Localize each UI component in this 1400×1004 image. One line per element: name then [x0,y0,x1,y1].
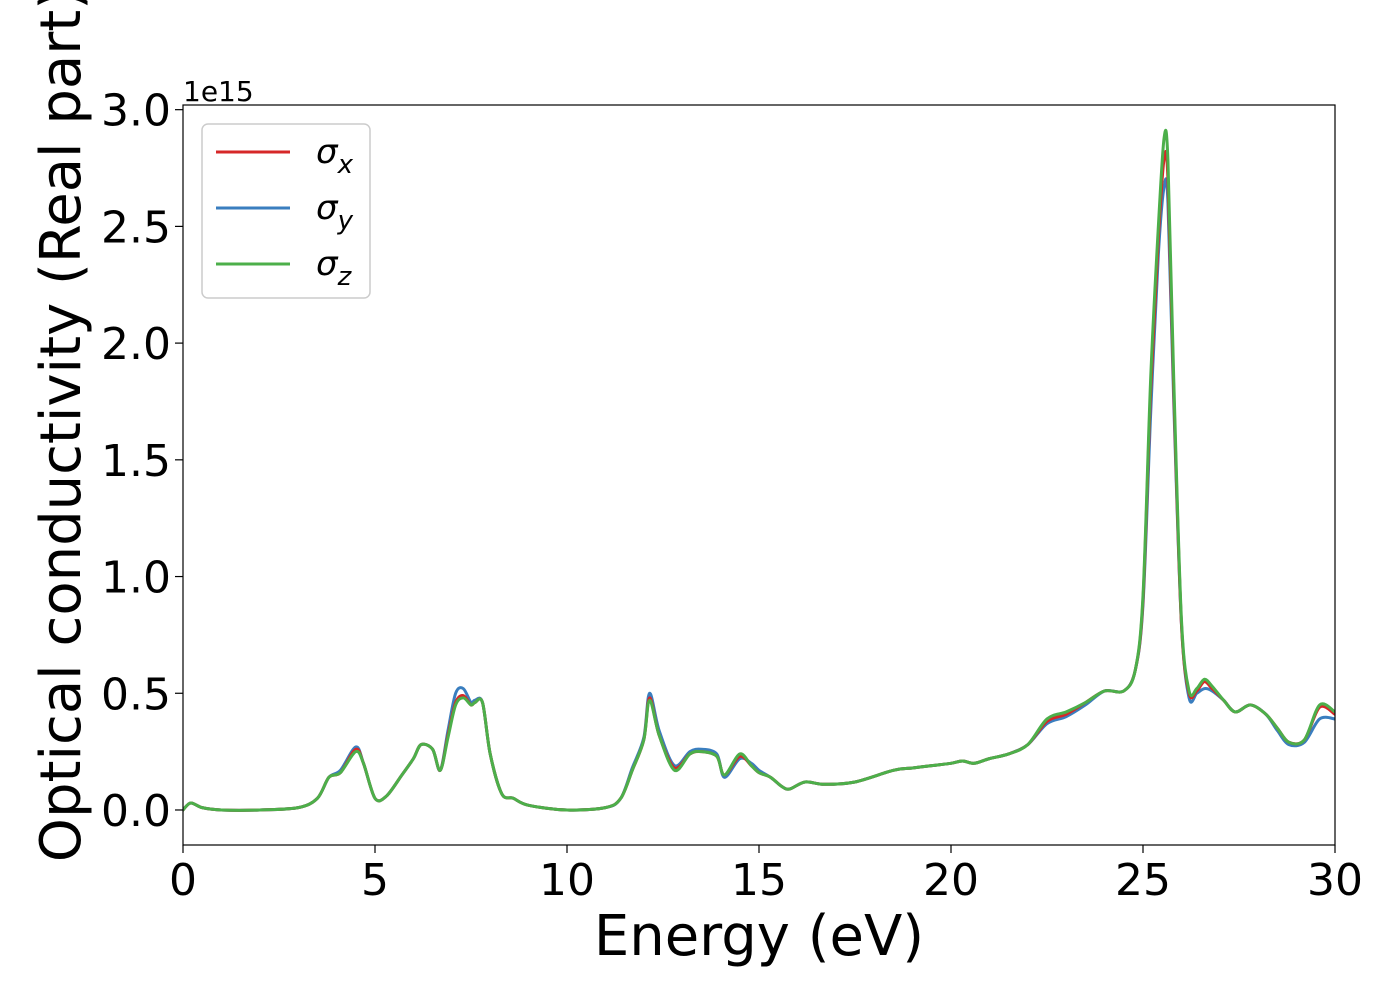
x-tick-label: 30 [1307,855,1363,906]
legend: σx σy σz [201,123,371,299]
y-tick-label: 3.0 [101,86,171,137]
x-tick-label: 25 [1115,855,1171,906]
y-tick-label: 2.5 [101,202,171,253]
y-tick-label: 0.5 [101,669,171,720]
legend-label: σx [316,132,354,180]
y-axis-ticks: 0.0 0.5 1.0 1.5 2.0 2.5 3.0 [101,86,183,837]
y-tick-label: 2.0 [101,319,171,370]
x-tick-label: 15 [731,855,787,906]
legend-label: σz [316,244,353,292]
series-line-3 [183,128,1335,812]
x-tick-label: 20 [923,855,979,906]
x-axis-label: Energy (eV) [594,904,924,969]
legend-box [201,123,371,299]
x-axis-ticks: 0 5 10 15 20 25 30 [169,845,1363,906]
x-tick-label: 0 [169,855,197,906]
y-tick-label: 0.0 [101,786,171,837]
series-lines [183,128,1335,812]
y-tick-label: 1.0 [101,553,171,604]
x-tick-label: 10 [539,855,595,906]
x-tick-label: 5 [361,855,389,906]
y-axis-label: Optical conductivity (Real part) [29,0,94,862]
y-axis-offset-label: 1e15 [183,75,254,108]
y-tick-label: 1.5 [101,436,171,487]
legend-label: σy [316,188,354,236]
